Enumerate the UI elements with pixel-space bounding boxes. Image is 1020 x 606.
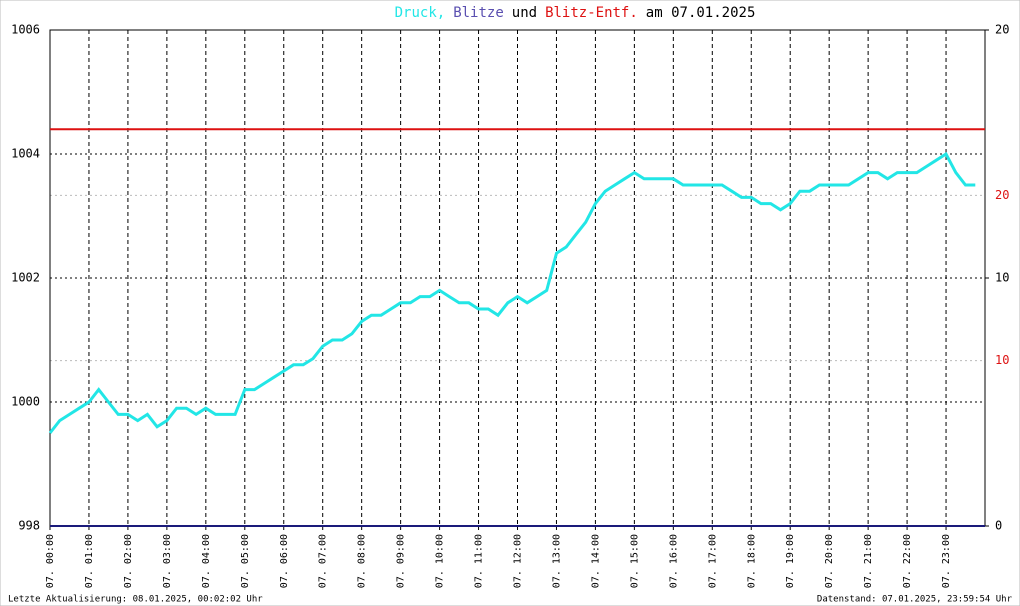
x-tick-label: 07. 05:00	[240, 534, 251, 588]
x-tick-label: 07. 20:00	[824, 534, 835, 588]
series-line	[48, 151, 976, 434]
x-tick-label: 07. 23:00	[941, 534, 952, 588]
x-tick-label: 07. 12:00	[513, 534, 524, 588]
y-tick-label: 1004	[11, 147, 40, 161]
x-tick-label: 07. 00:00	[45, 534, 56, 588]
title-part: Blitz-Entf.	[545, 5, 638, 21]
footer-left: Letzte Aktualisierung: 08.01.2025, 00:02…	[8, 595, 263, 605]
y-tick-label: 1002	[11, 271, 40, 285]
x-tick-label: 07. 17:00	[707, 534, 718, 588]
x-tick-label: 07. 14:00	[590, 534, 601, 588]
chart-title: Druck, Blitze und Blitz-Entf. am 07.01.2025	[395, 5, 756, 21]
title-part: Druck,	[395, 5, 446, 21]
x-tick-label: 07. 16:00	[668, 534, 679, 588]
x-tick-label: 07. 03:00	[162, 534, 173, 588]
x-tick-label: 07. 10:00	[435, 534, 446, 588]
x-tick-label: 07. 04:00	[201, 534, 212, 588]
x-tick-label: 07. 18:00	[746, 534, 757, 588]
y3-tick-label: 20	[995, 188, 1009, 202]
title-part: am 07.01.2025	[646, 5, 756, 21]
x-tick-label: 07. 13:00	[551, 534, 562, 588]
x-tick-label: 07. 07:00	[318, 534, 329, 588]
title-part: Blitze	[453, 5, 504, 21]
y2-tick-label: 10	[995, 271, 1009, 285]
x-tick-label: 07. 21:00	[863, 534, 874, 588]
y-tick-label: 1006	[11, 23, 40, 37]
x-tick-label: 07. 19:00	[785, 534, 796, 588]
y2-tick-label: 0	[995, 519, 1002, 533]
x-tick-label: 07. 01:00	[84, 534, 95, 588]
x-tick-label: 07. 09:00	[396, 534, 407, 588]
y3-tick-label: 10	[995, 353, 1009, 367]
footer-right: Datenstand: 07.01.2025, 23:59:54 Uhr	[817, 595, 1013, 605]
y-tick-label: 1000	[11, 395, 40, 409]
x-tick-label: 07. 08:00	[357, 534, 368, 588]
x-tick-label: 07. 11:00	[474, 534, 485, 588]
title-part: und	[512, 5, 537, 21]
x-tick-label: 07. 22:00	[902, 534, 913, 588]
x-tick-label: 07. 15:00	[629, 534, 640, 588]
y2-tick-label: 20	[995, 23, 1009, 37]
x-tick-label: 07. 06:00	[279, 534, 290, 588]
y-tick-label: 998	[18, 519, 40, 533]
x-tick-label: 07. 02:00	[123, 534, 134, 588]
